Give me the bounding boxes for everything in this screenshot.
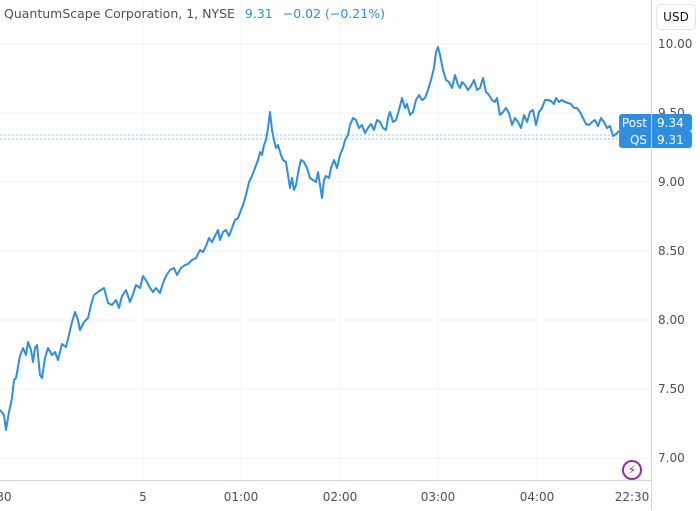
x-tick: 01:00 <box>223 490 259 504</box>
x-tick: 03:00 <box>420 490 456 504</box>
x-tick: 22:30 <box>614 490 650 504</box>
post-value-tag: 9.34 <box>652 114 692 131</box>
price-axis[interactable] <box>651 0 700 510</box>
price-change: −0.02 (−0.21%) <box>282 6 385 21</box>
y-tick: 8.50 <box>658 244 685 258</box>
y-tick: 9.00 <box>658 175 685 189</box>
last-price: 9.31 <box>244 6 273 21</box>
lightning-icon[interactable]: ⚡ <box>622 460 642 480</box>
post-label-tag: Post <box>619 114 651 131</box>
symbol-label-tag: QS <box>619 131 651 148</box>
symbol-value-tag: 9.31 <box>652 131 692 148</box>
symbol-name: QuantumScape Corporation, 1, NYSE <box>4 6 235 21</box>
y-tick: 8.00 <box>658 313 685 327</box>
price-line <box>0 46 651 431</box>
chart-legend: QuantumScape Corporation, 1, NYSE 9.31 −… <box>4 6 385 21</box>
time-axis[interactable] <box>0 480 651 511</box>
x-tick: 30 <box>0 490 12 504</box>
y-tick: 7.00 <box>658 451 685 465</box>
x-tick: 5 <box>139 490 147 504</box>
y-tick: 7.50 <box>658 382 685 396</box>
grid-lines <box>0 0 651 480</box>
chart-area[interactable]: QuantumScape Corporation, 1, NYSE 9.31 −… <box>0 0 651 480</box>
currency-button[interactable]: USD <box>656 4 696 30</box>
x-tick: 04:00 <box>519 490 555 504</box>
price-chart <box>0 0 651 480</box>
y-tick: 10.00 <box>658 37 693 51</box>
x-tick: 02:00 <box>322 490 358 504</box>
